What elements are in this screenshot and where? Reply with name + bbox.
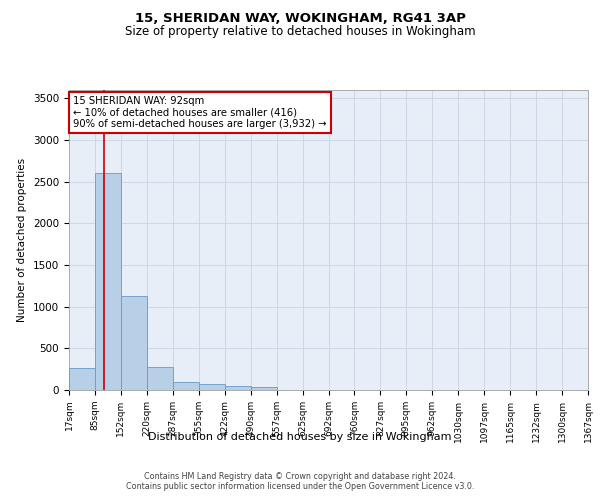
Bar xyxy=(69,368,95,390)
Bar xyxy=(121,296,147,390)
Y-axis label: Number of detached properties: Number of detached properties xyxy=(17,158,28,322)
Text: Size of property relative to detached houses in Wokingham: Size of property relative to detached ho… xyxy=(125,25,475,38)
Bar xyxy=(147,366,173,390)
Text: Distribution of detached houses by size in Wokingham: Distribution of detached houses by size … xyxy=(148,432,452,442)
Text: Contains public sector information licensed under the Open Government Licence v3: Contains public sector information licen… xyxy=(126,482,474,491)
Bar xyxy=(199,384,224,390)
Text: Contains HM Land Registry data © Crown copyright and database right 2024.: Contains HM Land Registry data © Crown c… xyxy=(144,472,456,481)
Bar xyxy=(251,387,277,390)
Bar xyxy=(225,386,251,390)
Bar xyxy=(173,382,199,390)
Text: 15 SHERIDAN WAY: 92sqm
← 10% of detached houses are smaller (416)
90% of semi-de: 15 SHERIDAN WAY: 92sqm ← 10% of detached… xyxy=(73,96,326,129)
Bar xyxy=(95,174,121,390)
Text: 15, SHERIDAN WAY, WOKINGHAM, RG41 3AP: 15, SHERIDAN WAY, WOKINGHAM, RG41 3AP xyxy=(134,12,466,26)
